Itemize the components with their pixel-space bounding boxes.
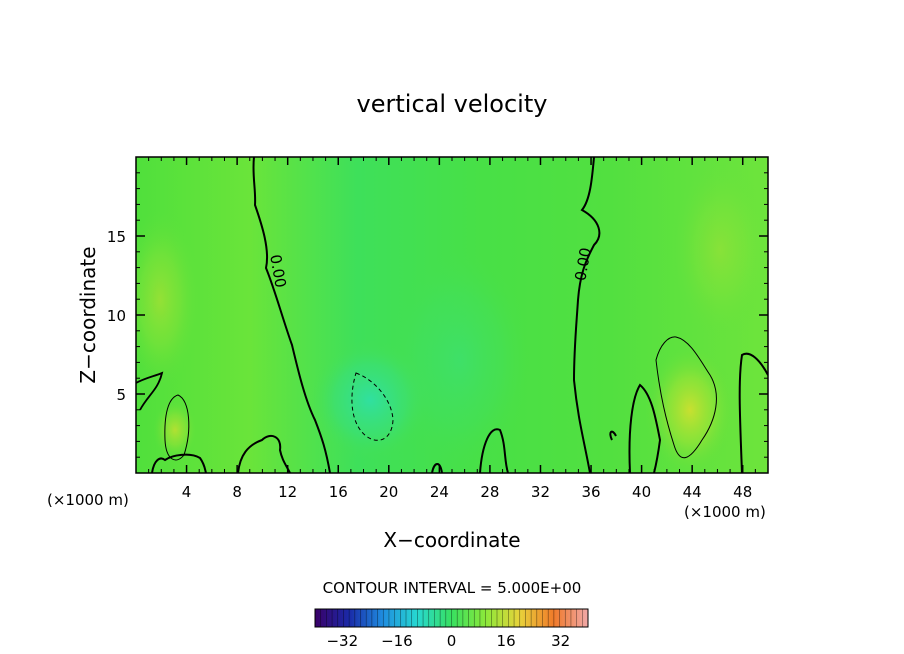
y-axis-ticks: 5 10 15 [107, 172, 768, 458]
x-axis-label: X−coordinate [383, 528, 520, 552]
contour-label-left: 0.00 [266, 253, 290, 289]
x-tick-label: 36 [581, 483, 600, 501]
colorbar-tick-label: −16 [381, 632, 413, 650]
x-tick-label: 12 [278, 483, 297, 501]
zero-contour-right [572, 157, 601, 473]
x-tick-label: 24 [430, 483, 449, 501]
contour-field [136, 157, 768, 473]
colorbar-tick-label: 0 [447, 632, 457, 650]
contour-positive-left [164, 394, 190, 461]
colorbar-cells [320, 609, 583, 627]
x-tick-label: 20 [379, 483, 398, 501]
contour-label-right: 0.00 [571, 246, 595, 282]
x-tick-label: 32 [531, 483, 550, 501]
zero-contour-left [252, 157, 331, 473]
x-tick-label: 44 [683, 483, 702, 501]
x-tick-label: 28 [480, 483, 499, 501]
y-tick-label: 10 [107, 307, 126, 325]
chart-title: vertical velocity [357, 90, 548, 118]
contour-interval-text: CONTOUR INTERVAL = 5.000E+00 [323, 579, 582, 597]
x-unit-left: (×1000 m) [47, 491, 129, 509]
colorbar-ticks: −32 −16 0 16 32 [326, 632, 570, 650]
x-unit-right: (×1000 m) [684, 503, 766, 521]
contour-bumps-bottom [151, 352, 768, 473]
x-axis-ticks: 4 8 12 16 20 24 28 32 36 40 44 48 [148, 157, 756, 501]
contour-positive-right [655, 336, 717, 458]
y-tick-label: 5 [116, 386, 126, 404]
contour-left-edge [136, 371, 164, 411]
y-axis-label: Z−coordinate [76, 246, 100, 383]
x-tick-label: 16 [329, 483, 348, 501]
colorbar-tick-label: −32 [326, 632, 358, 650]
x-tick-label: 48 [733, 483, 752, 501]
x-tick-label: 4 [182, 483, 192, 501]
x-tick-label: 8 [232, 483, 242, 501]
contour-lines [136, 157, 768, 473]
contour-negative-center [351, 372, 394, 441]
colorbar-tick-label: 16 [497, 632, 516, 650]
colorbar-tick-label: 32 [551, 632, 570, 650]
y-tick-label: 15 [107, 228, 126, 246]
x-tick-label: 40 [632, 483, 651, 501]
